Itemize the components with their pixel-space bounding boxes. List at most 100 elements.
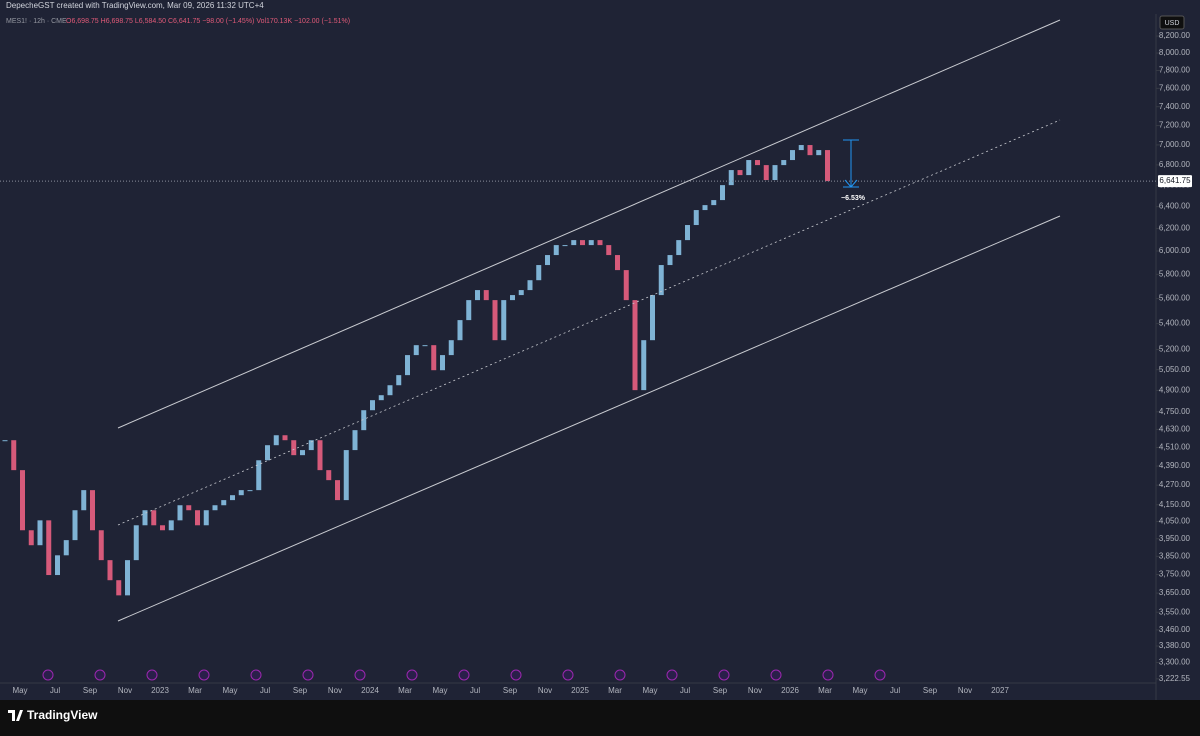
x-tick-label: Sep [713, 686, 728, 695]
x-tick-label: May [432, 686, 447, 695]
candle [361, 410, 367, 431]
candle [825, 150, 830, 182]
event-icon [198, 669, 210, 681]
candle [606, 245, 612, 256]
ohlc: O6,698.75 H6,698.75 L6,584.50 C6,641.75 … [66, 18, 350, 25]
logo [8, 710, 23, 721]
candle [737, 170, 743, 176]
y-tick-label: 6,200.00 [1159, 224, 1191, 233]
currency: USD [1165, 20, 1180, 27]
x-tick-label: Nov [538, 686, 552, 695]
candle [650, 295, 655, 341]
candle [440, 355, 445, 371]
y-tick-label: 7,800.00 [1159, 66, 1191, 75]
x-tick-label: May [642, 686, 657, 695]
y-tick-label: 3,950.00 [1159, 534, 1191, 543]
candle [457, 320, 463, 341]
y-tick-label: 6,800.00 [1159, 160, 1191, 169]
x-tick-label: Mar [188, 686, 202, 695]
candle [37, 520, 43, 546]
candle [396, 375, 402, 386]
candle [265, 445, 270, 461]
y-tick-label: 4,510.00 [1159, 443, 1191, 452]
candle [81, 490, 87, 511]
y-tick-label: 3,300.00 [1159, 658, 1191, 667]
y-tick-label: 4,050.00 [1159, 517, 1191, 526]
candle [55, 555, 60, 576]
y-tick-label: 3,222.55 [1159, 674, 1191, 683]
candle [536, 265, 542, 281]
candle [571, 240, 577, 246]
x-tick-label: Jul [260, 686, 270, 695]
candle [72, 510, 78, 541]
candle [510, 295, 515, 301]
candle [151, 510, 157, 526]
candle [247, 490, 253, 492]
event-icon [146, 669, 158, 681]
candle [177, 505, 183, 521]
y-tick-label: 3,380.00 [1159, 641, 1191, 650]
candle [790, 150, 795, 161]
candle [387, 385, 393, 396]
candle [317, 440, 323, 471]
y-tick-label: 5,400.00 [1159, 319, 1191, 328]
x-tick-label: 2024 [361, 686, 379, 695]
candle [343, 450, 349, 501]
event-icon [458, 669, 470, 681]
y-tick-label: 5,600.00 [1159, 294, 1191, 303]
symbol: MES1! · 12h · CME [6, 18, 67, 25]
y-tick-label: 3,460.00 [1159, 625, 1191, 634]
candle [693, 210, 699, 226]
candle [755, 160, 760, 166]
channel-lower [117, 215, 1061, 622]
candle [221, 500, 227, 506]
channel-upper [117, 19, 1061, 429]
event-icon [614, 669, 626, 681]
candle [98, 530, 104, 561]
candle [676, 240, 682, 256]
candle [133, 525, 139, 561]
x-tick-label: Jul [890, 686, 900, 695]
candle [580, 240, 585, 246]
y-tick-label: 4,630.00 [1159, 425, 1191, 434]
candle [763, 165, 769, 181]
x-tick-label: Jul [680, 686, 690, 695]
currency-box[interactable] [1159, 15, 1185, 30]
y-tick-label: 4,150.00 [1159, 500, 1191, 509]
x-tick-label: 2025 [571, 686, 589, 695]
candle [2, 440, 8, 442]
candle [116, 580, 122, 596]
candle [46, 520, 52, 576]
event-icon [406, 669, 418, 681]
candle [20, 470, 25, 531]
x-tick-label: May [852, 686, 867, 695]
candle [238, 490, 244, 496]
event-icon [250, 669, 262, 681]
x-tick-label: Nov [958, 686, 972, 695]
candle [326, 470, 332, 481]
y-tick-label: 5,050.00 [1159, 365, 1191, 374]
candle [798, 145, 804, 151]
logo-mark [8, 710, 23, 721]
x-tick-label: Nov [748, 686, 762, 695]
candle [370, 400, 375, 411]
y-tick-label: 3,850.00 [1159, 551, 1191, 560]
candle [641, 340, 647, 391]
candle [352, 430, 358, 451]
x-tick-label: May [12, 686, 27, 695]
candle [588, 240, 594, 246]
candle [492, 300, 498, 341]
candle [142, 510, 148, 526]
candle [483, 290, 489, 301]
annotation: −6.53% [841, 195, 866, 202]
y-tick-label: 8,000.00 [1159, 48, 1191, 57]
y-tick-label: 8,200.00 [1159, 31, 1191, 40]
y-tick-label: 7,600.00 [1159, 83, 1191, 92]
y-tick-label: 5,800.00 [1159, 269, 1191, 278]
event-icon [510, 669, 522, 681]
author-line: DepecheGST created with TradingView.com,… [6, 1, 264, 10]
event-icon [94, 669, 106, 681]
candle [28, 530, 34, 546]
channel-middle [117, 119, 1061, 526]
candle [160, 525, 165, 531]
